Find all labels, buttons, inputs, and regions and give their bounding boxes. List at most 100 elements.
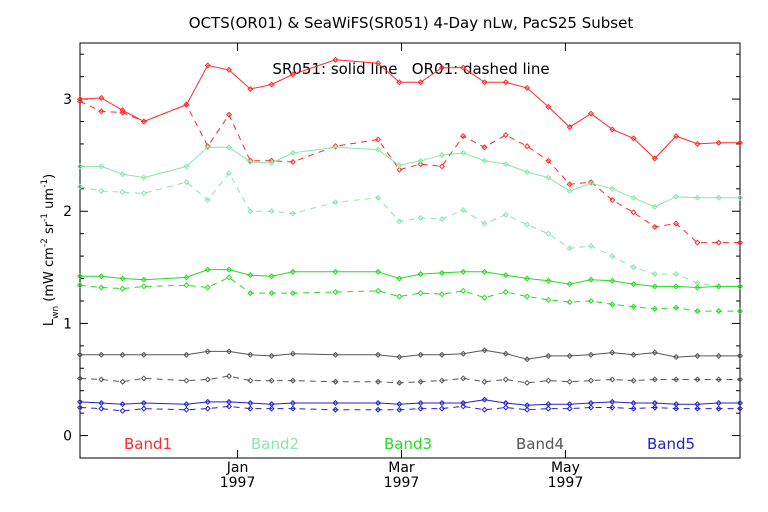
data-point-band1-sr051 [226, 66, 233, 73]
series-line-band5-sr051 [79, 399, 740, 406]
data-point-band5-or01 [226, 403, 233, 410]
data-point-band3-or01 [609, 301, 616, 308]
series-line-band3-sr051 [80, 269, 740, 289]
data-point-band1-or01 [140, 118, 147, 125]
data-point-band4-or01 [332, 378, 339, 385]
data-point-band2-sr051 [460, 149, 467, 156]
x-tick-label-month: Jan [226, 460, 249, 476]
data-point-band2-sr051 [587, 180, 594, 187]
x-tick-label-month: May [551, 460, 580, 476]
data-point-band4-or01 [502, 376, 509, 383]
series-line-band4-or01 [79, 375, 740, 384]
data-point-band2-or01 [204, 197, 211, 204]
data-point-band4-sr051 [524, 356, 531, 363]
data-point-band3-sr051 [587, 276, 594, 283]
data-point-band3-sr051 [268, 273, 275, 280]
y-tick-label: 1 [63, 316, 72, 332]
data-point-band2-sr051 [715, 194, 722, 201]
series-line-band2-sr051 [80, 146, 740, 208]
data-point-band3-or01 [460, 287, 467, 294]
y-axis-label-mid1: sr [42, 221, 57, 238]
data-point-band4-or01 [76, 375, 84, 382]
data-point-band5-sr051 [332, 400, 339, 407]
data-point-band4-or01 [140, 375, 147, 382]
data-point-band1-sr051 [460, 64, 467, 71]
data-point-band2-or01 [524, 221, 531, 228]
band-legend: Band1 Band2 Band3 Band4 Band5 [124, 435, 695, 453]
data-point-band2-or01 [332, 199, 339, 206]
data-point-band2-or01 [183, 179, 190, 186]
data-point-band4-sr051 [694, 352, 701, 359]
data-point-band1-or01 [76, 98, 84, 105]
data-point-band3-or01 [566, 299, 573, 306]
data-point-band2-sr051 [140, 174, 147, 181]
data-point-band5-or01 [481, 406, 488, 413]
data-point-band3-sr051 [502, 272, 509, 279]
data-point-band3-sr051 [140, 276, 147, 283]
data-point-band2-or01 [140, 190, 147, 197]
data-point-band4-sr051 [332, 351, 339, 358]
chart-title: OCTS(OR01) & SeaWiFS(SR051) 4-Day nLw, P… [189, 14, 634, 32]
data-point-band1-or01 [183, 101, 190, 108]
data-point-band3-sr051 [417, 271, 424, 278]
data-point-band5-sr051 [204, 398, 211, 405]
data-point-band3-or01 [417, 290, 424, 297]
data-point-band2-or01 [651, 271, 658, 278]
data-point-band2-sr051 [673, 193, 680, 200]
data-point-band1-sr051 [481, 79, 488, 86]
data-point-band4-or01 [268, 377, 275, 384]
data-point-band2-or01 [119, 189, 126, 196]
data-point-band2-sr051 [481, 157, 488, 164]
data-point-band4-or01 [651, 376, 658, 383]
series-line-band1-or01 [79, 100, 740, 244]
data-point-band5-sr051 [183, 401, 190, 408]
series-line-band2-or01 [79, 172, 740, 287]
data-point-band1-or01 [736, 239, 744, 246]
data-point-band3-sr051 [119, 275, 126, 282]
y-axis-label-sub: wn [51, 306, 61, 319]
data-point-band4-sr051 [460, 350, 467, 357]
data-point-band2-sr051 [694, 194, 701, 201]
data-point-band5-or01 [268, 405, 275, 412]
data-point-band1-or01 [375, 136, 382, 143]
data-point-band3-or01 [119, 285, 126, 292]
data-point-band5-sr051 [98, 400, 105, 407]
data-point-band5-or01 [715, 405, 722, 412]
data-point-band4-or01 [460, 375, 467, 382]
data-point-band3-or01 [651, 305, 658, 312]
data-point-band2-or01 [226, 170, 233, 177]
data-point-band5-or01 [502, 404, 509, 411]
data-point-band1-sr051 [332, 56, 339, 63]
data-point-band3-or01 [630, 303, 637, 310]
data-point-band4-sr051 [247, 351, 254, 358]
data-point-band4-sr051 [268, 352, 275, 359]
data-point-band2-sr051 [268, 160, 275, 167]
data-point-band1-or01 [396, 166, 403, 173]
data-point-band2-sr051 [204, 144, 211, 151]
data-point-band4-sr051 [76, 351, 84, 358]
plot-frame [79, 42, 741, 459]
data-point-band5-or01 [587, 404, 594, 411]
data-point-band4-sr051 [651, 349, 658, 356]
data-point-band1-sr051 [651, 155, 658, 162]
data-point-band5-sr051 [715, 400, 722, 407]
data-point-band3-sr051 [98, 273, 105, 280]
data-point-band3-or01 [524, 293, 531, 300]
data-point-band4-sr051 [98, 351, 105, 358]
data-point-band4-sr051 [545, 352, 552, 359]
series-line-band1-sr051 [79, 59, 740, 160]
data-point-band1-or01 [694, 239, 701, 246]
data-point-band2-or01 [609, 253, 616, 260]
data-point-band1-sr051 [694, 140, 701, 147]
plot-series [76, 56, 744, 414]
data-point-band2-or01 [375, 194, 382, 201]
series-line-band5-or01 [79, 405, 740, 412]
data-point-band2-sr051 [289, 149, 296, 156]
data-point-band3-sr051 [481, 268, 488, 275]
data-point-band4-or01 [673, 376, 680, 383]
data-point-band2-sr051 [609, 185, 616, 192]
data-point-band5-sr051 [736, 400, 744, 407]
data-point-band4-sr051 [438, 351, 445, 358]
data-point-band4-sr051 [183, 351, 190, 358]
